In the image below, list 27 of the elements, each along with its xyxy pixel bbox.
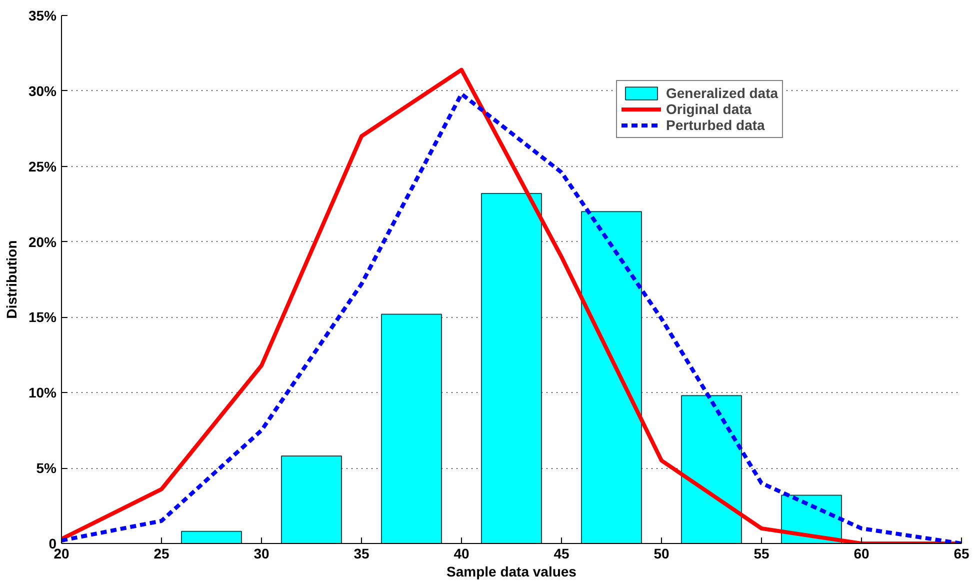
x-tick-label: 30 [254, 546, 270, 562]
legend-label: Original data [666, 101, 752, 117]
bar [181, 530, 242, 544]
y-tick-label: 20% [28, 234, 58, 250]
y-tick-label: 15% [28, 309, 58, 326]
x-tick-label: 25 [154, 546, 170, 562]
x-tick-label: 50 [654, 546, 670, 562]
x-tick-label: 60 [854, 546, 870, 562]
bar [281, 456, 342, 544]
x-tick-label: 40 [454, 546, 470, 562]
x-tick-label: 45 [554, 546, 570, 562]
x-axis-title: Sample data values [446, 564, 577, 580]
y-tick-label: 30% [28, 82, 58, 99]
y-tick-label: 35% [28, 8, 58, 24]
legend-label: Perturbed data [666, 117, 765, 133]
bar [581, 211, 642, 544]
x-tick-label: 65 [954, 546, 970, 562]
legend-label: Generalized data [666, 85, 778, 101]
bar [381, 314, 442, 544]
bar [481, 193, 542, 544]
y-tick-label: 25% [28, 158, 58, 174]
y-tick-label: 5% [36, 460, 58, 476]
y-tick-label: 10% [28, 384, 58, 401]
bar [681, 395, 742, 544]
y-axis-title: Distribution [3, 240, 20, 319]
x-tick-label: 35 [354, 546, 370, 562]
x-tick-label: 55 [754, 546, 770, 562]
